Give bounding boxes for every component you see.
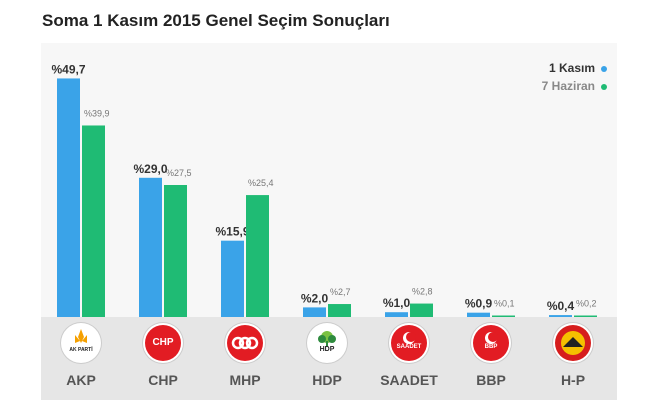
legend-label-7-haziran: 7 Haziran (541, 79, 595, 93)
legend: 1 Kasım 7 Haziran (542, 59, 607, 95)
bar-saadet-1-kas-m (385, 312, 408, 317)
data-label-mhp-1-kas-m: %15,9 (215, 225, 249, 239)
category-label-akp: AKP (66, 372, 96, 388)
data-label-akp-1-kas-m: %49,7 (51, 62, 85, 76)
bar-chart: %49,7 %39,9 %29,0%27,5 %15,9 %25,4 %2,0 %2,7 %1… (51, 62, 597, 317)
hak-ve-ozgurlukler-logo-icon (553, 323, 593, 363)
data-label-hdp-1-kas-m: %2,0 (301, 291, 329, 305)
bar-mhp-7-haziran (246, 195, 269, 317)
bar-chp-1-kas-m (139, 177, 162, 317)
category-label-mhp: MHP (229, 372, 261, 388)
data-label-saadet-7-haziran: %2,8 (412, 287, 433, 297)
logo-text-hdp: HDP (319, 346, 335, 353)
legend-item-7-haziran: 7 Haziran (542, 77, 607, 95)
chart-panel: %49,7 %39,9 %29,0 %27,5 %15,9 %25,4 %2,0 %2,7 %1… (41, 43, 617, 400)
data-label-h-p-7-haziran: %0,2 (576, 299, 597, 309)
category-label-hdp: HDP (312, 372, 342, 388)
data-label-chp-7-haziran: %27,5 (166, 168, 192, 178)
data-label-bbp-1-kas-m: %0,9 (465, 297, 493, 311)
bar-mhp-1-kas-m (221, 240, 244, 317)
logo-text-bbp: BBP (484, 344, 498, 350)
bar-bbp-7-haziran (492, 315, 515, 317)
logo-text-akp: AK PARTİ (69, 347, 93, 353)
data-label-akp-7-haziran: %39,9 (84, 108, 110, 118)
legend-label-1-kasim: 1 Kasım (548, 61, 595, 75)
bar-saadet-7-haziran (410, 303, 433, 317)
category-label-chp: CHP (148, 372, 178, 388)
legend-item-1-kasim: 1 Kasım (542, 59, 607, 77)
bbp-logo-icon (471, 323, 511, 363)
legend-dot-1-kasim (601, 65, 607, 72)
category-label-bbp: BBP (476, 372, 506, 388)
bar-hdp-1-kas-m (303, 307, 326, 317)
bar-chp-7-haziran (164, 185, 187, 317)
bar-h-p-7-haziran (574, 315, 597, 317)
bar-akp-7-haziran (82, 125, 105, 317)
category-label-saadet: SAADET (380, 372, 438, 388)
chp-logo-icon (143, 323, 183, 363)
bar-h-p-1-kas-m (549, 315, 572, 317)
party-logos-strip: AK PARTİ AKP CHP CHP MHP HDP HDP SAADET SAADET BB… (41, 317, 617, 400)
data-label-bbp-7-haziran: %0,1 (494, 299, 515, 309)
logo-text-chp: CHP (152, 337, 174, 348)
hdp-logo-icon (307, 323, 347, 363)
plot-area: %49,7 %39,9 %29,0 %27,5 %15,9 %25,4 %2,0 %2,7 %1… (41, 43, 617, 317)
ak-parti-logo-icon (61, 323, 101, 363)
logo-text-saadet: SAADET (396, 344, 422, 350)
data-label-h-p-1-kas-m: %0,4 (547, 299, 575, 313)
bar-hdp-7-haziran (328, 304, 351, 317)
bar-akp-1-kas-m (57, 78, 80, 317)
bar-bbp-1-kas-m (467, 312, 490, 317)
chart-title: Soma 1 Kasım 2015 Genel Seçim Sonuçları (42, 11, 390, 30)
category-label-h-p: H-P (560, 372, 586, 388)
mhp-logo-icon (225, 323, 265, 363)
data-label-mhp-7-haziran: %25,4 (248, 178, 274, 188)
data-label-saadet-1-kas-m: %1,0 (383, 296, 411, 310)
data-label-hdp-7-haziran: %2,7 (330, 287, 351, 297)
saadet-logo-icon (389, 323, 429, 363)
legend-dot-7-haziran (601, 83, 607, 90)
data-label-chp-1-kas-m: %29,0 (133, 162, 167, 176)
